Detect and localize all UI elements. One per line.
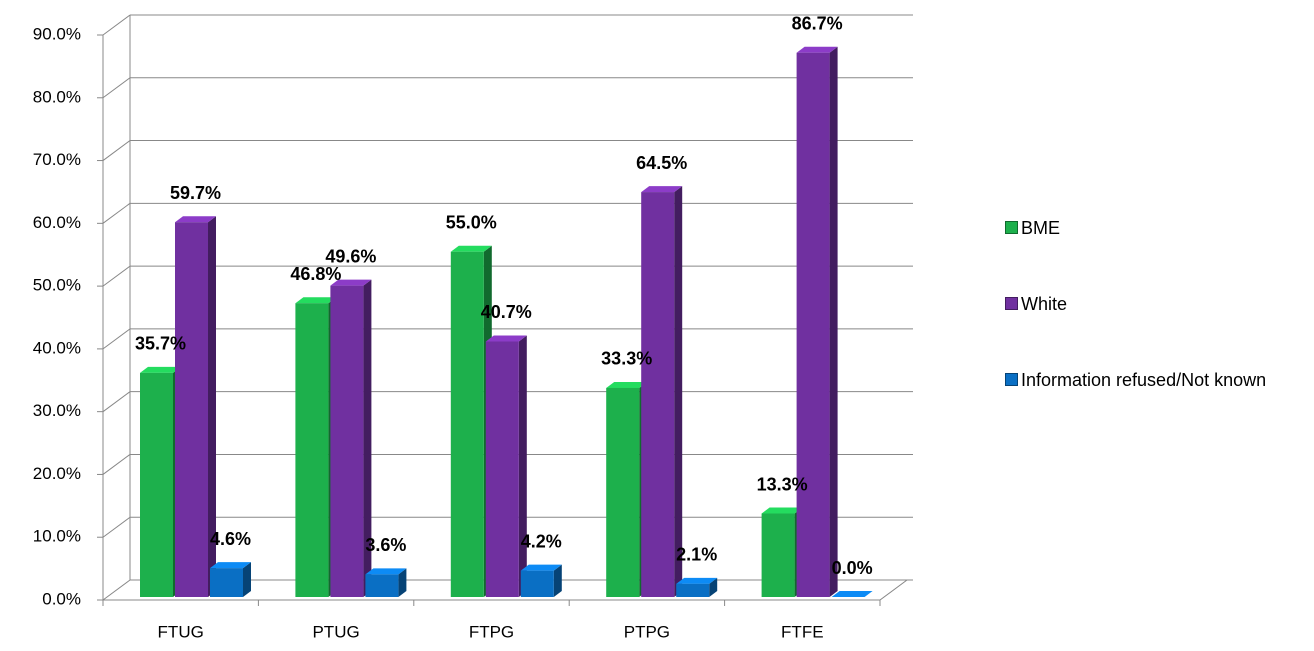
legend-item: White: [1005, 289, 1305, 319]
bar-top: [210, 562, 251, 569]
y-tick-label: 20.0%: [33, 464, 81, 483]
y-tick-label: 30.0%: [33, 401, 81, 420]
x-tick-label: PTUG: [312, 622, 359, 641]
data-label: 3.6%: [365, 535, 406, 555]
data-label: 40.7%: [481, 302, 532, 322]
bar: [295, 303, 329, 597]
legend-swatch: [1005, 373, 1018, 386]
grid-side: [102, 14, 131, 36]
bar-top: [175, 216, 216, 223]
data-label: 13.3%: [757, 474, 808, 494]
bar: [796, 52, 830, 597]
x-tick-label: FTFE: [781, 622, 824, 641]
x-tick-label: PTPG: [624, 622, 670, 641]
bar-top: [485, 335, 527, 342]
data-label: 35.7%: [135, 334, 186, 354]
grid-side: [102, 265, 131, 287]
bar-top: [606, 381, 648, 388]
legend-swatch: [1005, 297, 1018, 310]
bar-top: [365, 568, 407, 575]
bar-top: [330, 279, 372, 286]
data-label: 64.5%: [636, 153, 687, 173]
data-label: 59.7%: [170, 183, 221, 203]
bar-side: [398, 568, 407, 597]
bar: [330, 285, 364, 597]
bar-side: [829, 46, 838, 597]
data-label: 4.6%: [210, 529, 251, 549]
bar-side: [363, 279, 372, 597]
data-label: 4.2%: [521, 531, 562, 551]
grid-side: [102, 202, 131, 224]
y-tick-label: 80.0%: [33, 87, 81, 106]
data-label: 55.0%: [446, 212, 497, 232]
data-label: 33.3%: [601, 349, 652, 369]
bar-top: [831, 591, 873, 597]
y-tick-label: 10.0%: [33, 527, 81, 546]
bar: [175, 222, 208, 597]
bar-side: [674, 186, 683, 598]
y-tick-label: 50.0%: [33, 276, 81, 295]
legend-item: Information refused/Not known: [1005, 365, 1305, 395]
data-label: 49.6%: [325, 246, 376, 266]
bar-top: [295, 297, 337, 304]
y-tick-label: 90.0%: [33, 24, 81, 43]
legend-label: White: [1021, 294, 1068, 314]
bar-top: [520, 564, 562, 571]
grid-side: [102, 77, 131, 99]
legend-swatch: [1005, 221, 1018, 234]
grid-side: [102, 328, 131, 350]
x-tick-label: FTUG: [158, 622, 204, 641]
bar: [140, 372, 173, 597]
bar: [485, 341, 519, 597]
data-label: 2.1%: [676, 545, 717, 565]
bar-top: [796, 46, 838, 53]
bar: [210, 568, 243, 597]
bar: [676, 583, 710, 597]
data-label: 0.0%: [832, 558, 873, 578]
bar-side: [518, 335, 527, 597]
bar: [450, 251, 484, 597]
grid-side: [102, 454, 131, 475]
bar-side: [553, 564, 562, 597]
bar-top: [140, 366, 181, 373]
grid-side: [102, 391, 131, 413]
y-tick-label: 0.0%: [42, 589, 81, 608]
x-tick-label: FTPG: [469, 622, 514, 641]
grid-side: [102, 579, 131, 601]
bar-side: [243, 562, 251, 597]
bar-top: [761, 507, 803, 514]
bar-top: [676, 577, 718, 584]
bar: [641, 192, 675, 598]
legend-label: BME: [1021, 218, 1061, 238]
data-label: 46.8%: [290, 264, 341, 284]
bar-top: [641, 186, 683, 193]
y-tick-label: 70.0%: [33, 150, 81, 169]
legend-label: Information refused/Not known: [1021, 370, 1267, 390]
legend-item: BME: [1005, 213, 1305, 243]
bar: [520, 570, 554, 597]
bar: [761, 513, 795, 597]
bar: [365, 574, 399, 597]
bar-side: [208, 216, 216, 597]
grid-side: [102, 140, 131, 161]
bar-top: [450, 245, 492, 252]
y-tick-label: 40.0%: [33, 338, 81, 357]
grid-side: [102, 516, 131, 538]
bar: [606, 387, 640, 597]
bar-side: [709, 577, 718, 597]
y-tick-label: 60.0%: [33, 213, 81, 232]
data-label: 86.7%: [792, 13, 843, 33]
